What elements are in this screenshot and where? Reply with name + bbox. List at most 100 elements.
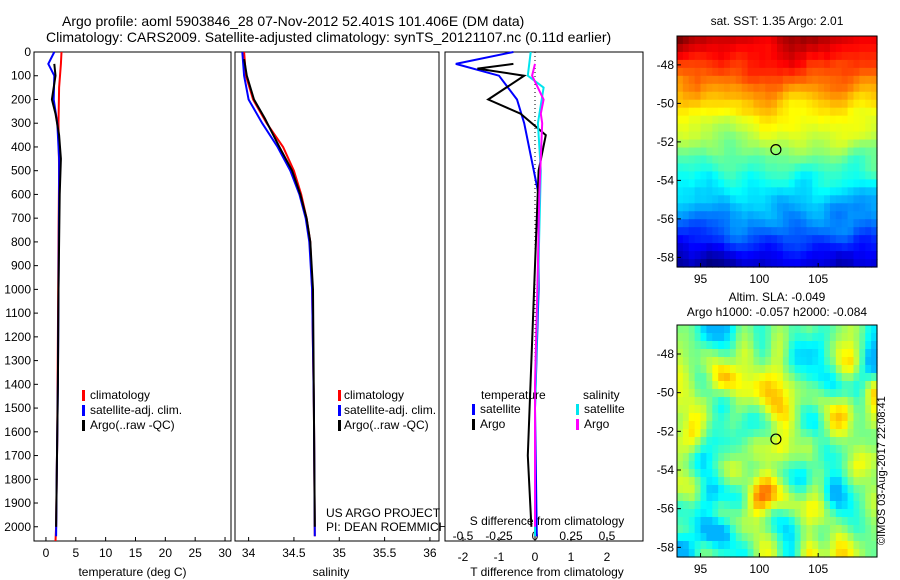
heatmap-cell: [759, 421, 766, 430]
heatmap-cell: [777, 51, 784, 61]
heatmap-cell: [747, 123, 755, 133]
heatmap-cell: [682, 429, 690, 438]
heatmap-cell: [818, 163, 825, 173]
heatmap-cell: [765, 437, 772, 446]
heatmap-cell: [782, 43, 790, 53]
heatmap-cell: [682, 67, 690, 77]
heatmap-cell: [771, 123, 778, 133]
heatmap-cell: [729, 43, 737, 53]
heatmap-cell: [694, 485, 702, 494]
heatmap-cell: [718, 381, 725, 390]
heatmap-cell: [682, 91, 690, 101]
heatmap-cell: [677, 501, 684, 510]
heatmap-cell: [788, 115, 796, 125]
heatmap-cell: [800, 59, 808, 69]
heatmap-cell: [788, 235, 796, 244]
heatmap-cell: [741, 453, 749, 462]
heatmap-cell: [806, 405, 813, 414]
heatmap-cell: [865, 373, 872, 382]
heatmap-cell: [718, 541, 725, 550]
heatmap-cell: [865, 139, 872, 149]
heatmap-cell: [682, 349, 690, 358]
heatmap-cell: [747, 195, 755, 204]
heatmap-cell: [788, 211, 796, 220]
heatmap-cell: [847, 43, 855, 53]
heatmap-cell: [865, 381, 872, 390]
heatmap-cell: [871, 445, 878, 454]
heatmap-cell: [771, 219, 778, 228]
heatmap-cell: [700, 219, 708, 228]
heatmap-cell: [829, 171, 837, 180]
heatmap-cell: [794, 171, 802, 180]
heatmap-cell: [694, 243, 702, 252]
heatmap-cell: [694, 493, 702, 502]
heatmap-cell: [818, 533, 825, 542]
heatmap-cell: [735, 195, 743, 204]
heatmap-cell: [788, 413, 796, 422]
heatmap-cell: [818, 429, 825, 438]
heatmap-cell: [747, 243, 755, 252]
heatmap-cell: [841, 43, 849, 53]
heatmap-cell: [706, 453, 713, 462]
depth-tick-label: 400: [11, 140, 31, 154]
heatmap-cell: [741, 461, 749, 470]
heatmap-cell: [712, 453, 719, 462]
heatmap-cell: [794, 179, 802, 188]
heatmap-cell: [800, 357, 808, 366]
heatmap-cell: [753, 517, 760, 526]
heatmap-cell: [729, 381, 737, 390]
heatmap-cell: [794, 349, 802, 358]
x-tick-label: 0: [43, 546, 50, 560]
heatmap-cell: [818, 405, 825, 414]
heatmap-cell: [859, 381, 866, 390]
heatmap-cell: [806, 59, 813, 69]
heatmap-cell: [865, 461, 872, 470]
map-x-tick-label: 105: [808, 272, 828, 286]
heatmap-cell: [829, 107, 837, 117]
heatmap-cell: [847, 243, 855, 252]
heatmap-cell: [865, 341, 872, 350]
heatmap-cell: [853, 469, 860, 478]
heatmap-cell: [677, 115, 684, 125]
legend-label: climatology: [344, 388, 404, 402]
heatmap-cell: [694, 477, 702, 486]
heatmap-cell: [712, 195, 719, 204]
heatmap-cell: [777, 171, 784, 180]
heatmap-cell: [829, 163, 837, 173]
heatmap-cell: [694, 227, 702, 236]
heatmap-cell: [729, 461, 737, 470]
heatmap-cell: [818, 51, 825, 61]
heatmap-cell: [741, 501, 749, 510]
heatmap-cell: [800, 429, 808, 438]
heatmap-cell: [829, 195, 837, 204]
heatmap-cell: [771, 541, 778, 550]
heatmap-cell: [735, 477, 743, 486]
heatmap-cell: [765, 195, 772, 204]
heatmap-cell: [853, 99, 860, 109]
heatmap-cell: [765, 219, 772, 228]
heatmap-cell: [759, 373, 766, 382]
heatmap-cell: [741, 389, 749, 398]
heatmap-cell: [718, 325, 725, 334]
heatmap-cell: [871, 365, 878, 374]
heatmap-cell: [782, 381, 790, 390]
heatmap-cell: [753, 123, 760, 133]
heatmap-cell: [729, 373, 737, 382]
heatmap-cell: [800, 549, 808, 558]
heatmap-cell: [765, 477, 772, 486]
heatmap-cell: [812, 155, 819, 165]
heatmap-cell: [812, 227, 819, 236]
heatmap-cell: [829, 227, 837, 236]
heatmap-cell: [788, 195, 796, 204]
heatmap-cell: [729, 36, 737, 45]
heatmap-cell: [853, 325, 860, 334]
heatmap-cell: [853, 445, 860, 454]
heatmap-cell: [812, 83, 819, 93]
heatmap-cell: [788, 131, 796, 141]
heatmap-cell: [806, 461, 813, 470]
heatmap-cell: [700, 203, 708, 212]
heatmap-cell: [729, 107, 737, 117]
heatmap-cell: [718, 525, 725, 534]
depth-tick-label: 800: [11, 235, 31, 249]
heatmap-cell: [853, 397, 860, 406]
